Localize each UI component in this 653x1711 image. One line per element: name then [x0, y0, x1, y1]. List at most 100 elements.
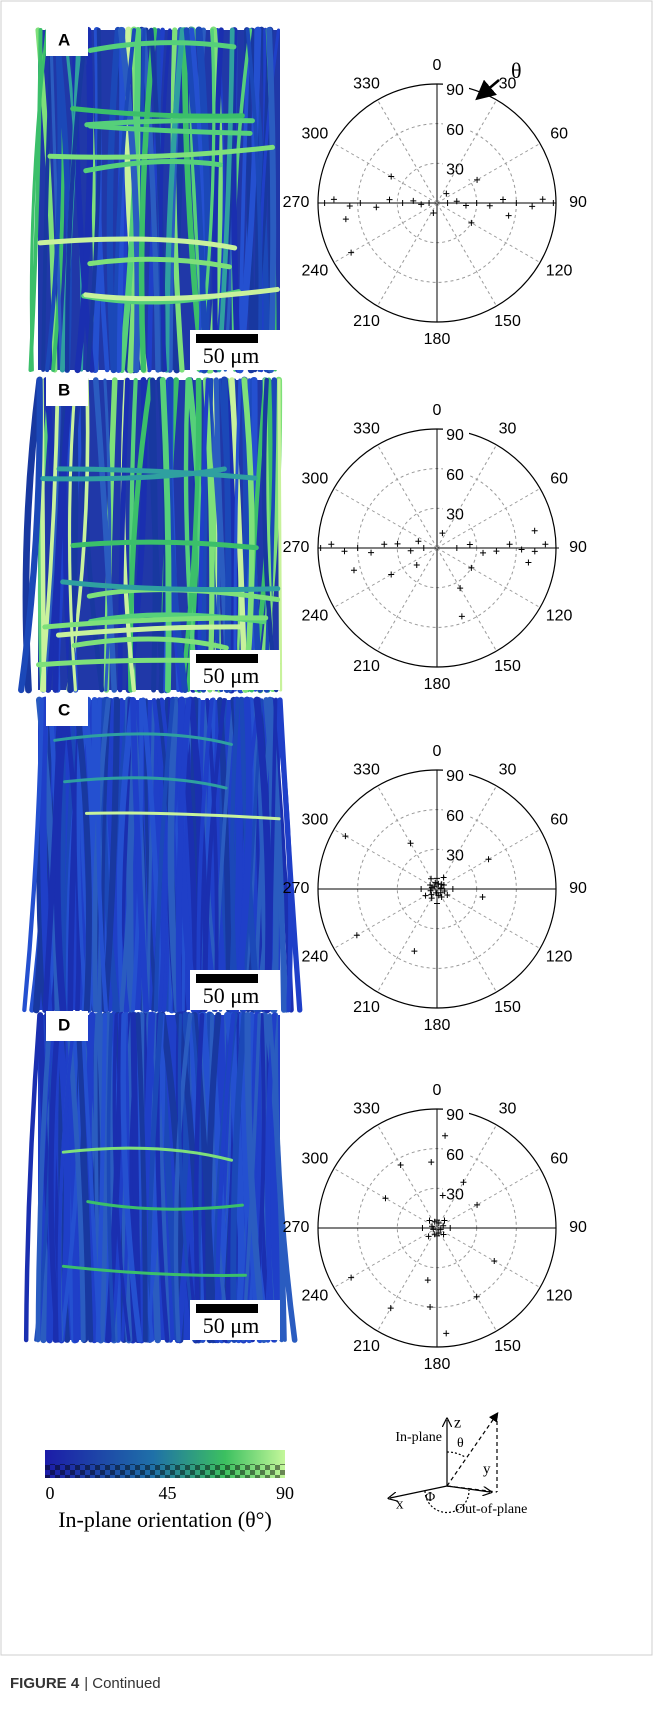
polar-spoke	[436, 547, 541, 608]
angle-tick-label: 210	[353, 999, 380, 1016]
data-point	[486, 202, 493, 209]
data-point	[430, 209, 437, 216]
fiber	[230, 697, 240, 1013]
x-label: x	[396, 1496, 404, 1512]
data-point	[394, 540, 401, 547]
angle-tick-label: 0	[433, 57, 442, 74]
data-point	[442, 1132, 449, 1139]
out-of-plane-label: Out-of-plane	[455, 1502, 527, 1517]
annotation-arrow	[475, 79, 500, 101]
data-point	[474, 1201, 481, 1208]
data-point	[447, 1225, 454, 1231]
angle-tick-label: 270	[283, 880, 310, 897]
polar-spoke	[436, 488, 541, 549]
fiber	[49, 28, 64, 372]
angle-tick-label: 300	[302, 812, 329, 829]
scale-bar	[196, 1304, 258, 1313]
polar-spoke	[377, 1124, 438, 1229]
data-point	[518, 546, 525, 553]
data-point	[458, 613, 465, 620]
fiber	[84, 811, 281, 821]
caption-text: | Continued	[84, 1675, 160, 1692]
fiber	[135, 1012, 148, 1343]
panel-label-box	[46, 696, 88, 726]
fiber	[209, 1013, 231, 1342]
panel-label-box	[46, 1011, 88, 1041]
fiber	[175, 697, 192, 1013]
fiber	[71, 636, 229, 651]
radial-label-bg	[443, 82, 469, 100]
angle-tick-label: 330	[353, 76, 380, 93]
radial-tick-label: 30	[446, 507, 464, 524]
angle-tick-label: 60	[550, 1151, 568, 1168]
panel-label: B	[58, 380, 70, 399]
data-point	[434, 875, 440, 882]
fiber	[245, 28, 263, 372]
fiber	[236, 27, 260, 373]
data-point	[432, 889, 439, 896]
data-point	[479, 894, 486, 901]
data-point	[330, 196, 337, 203]
fiber	[87, 123, 253, 136]
fiber	[233, 378, 242, 692]
data-point	[462, 202, 469, 209]
fiber	[35, 1012, 53, 1343]
data-point	[443, 1330, 450, 1337]
data-point	[411, 948, 418, 955]
scale-bar-label: 50 μm	[203, 343, 259, 368]
polar-spoke	[436, 888, 497, 993]
polar-spoke	[333, 888, 438, 949]
scale-bar-label: 50 μm	[203, 983, 259, 1008]
fiber	[75, 1012, 94, 1343]
angle-tick-label: 150	[494, 313, 521, 330]
angle-tick-label: 120	[546, 608, 573, 625]
polar-spoke	[436, 1168, 541, 1229]
scale-bar	[196, 654, 258, 663]
radial-tick-label: 60	[446, 1147, 464, 1164]
radial-tick-label: 60	[446, 122, 464, 139]
data-point	[525, 559, 532, 566]
fiber	[61, 1146, 234, 1162]
data-point	[399, 200, 406, 206]
data-point	[431, 1231, 438, 1238]
angle-tick-label: 150	[494, 1338, 521, 1355]
angle-tick-label: 270	[283, 194, 310, 211]
angle-tick-label: 150	[494, 999, 521, 1016]
theta-arc	[446, 1451, 466, 1458]
polar-spoke	[333, 547, 438, 608]
radial-label-bg	[443, 768, 469, 786]
data-point	[444, 891, 451, 898]
fiber	[117, 26, 141, 374]
fiber	[18, 376, 43, 694]
radial-tick-label: 30	[446, 848, 464, 865]
data-point	[348, 249, 355, 256]
fiber	[79, 1013, 102, 1342]
data-point	[420, 545, 427, 551]
angle-tick-label: 90	[569, 1219, 587, 1236]
angle-tick-label: 120	[546, 263, 573, 280]
fiber	[150, 377, 158, 693]
polar-spoke	[333, 1227, 438, 1288]
radial-label-bg	[443, 427, 469, 445]
y-label: y	[483, 1461, 491, 1477]
data-point	[428, 875, 435, 882]
colorbar-tick-label: 90	[276, 1483, 294, 1503]
angle-tick-label: 240	[302, 608, 329, 625]
annotation: θ	[511, 58, 522, 83]
data-point	[431, 883, 438, 890]
fiber	[47, 144, 275, 160]
fiber	[241, 377, 255, 693]
data-point	[449, 886, 456, 892]
angle-tick-label: 210	[353, 313, 380, 330]
fiber	[244, 1011, 268, 1344]
data-point	[426, 200, 433, 206]
data-point	[453, 545, 460, 551]
fiber	[60, 579, 281, 593]
data-point	[441, 888, 448, 895]
data-point	[529, 203, 536, 210]
polar-spoke	[377, 202, 438, 307]
data-point	[438, 881, 445, 888]
fiber	[197, 378, 210, 692]
fiber	[55, 624, 245, 638]
angle-tick-label: 240	[302, 949, 329, 966]
